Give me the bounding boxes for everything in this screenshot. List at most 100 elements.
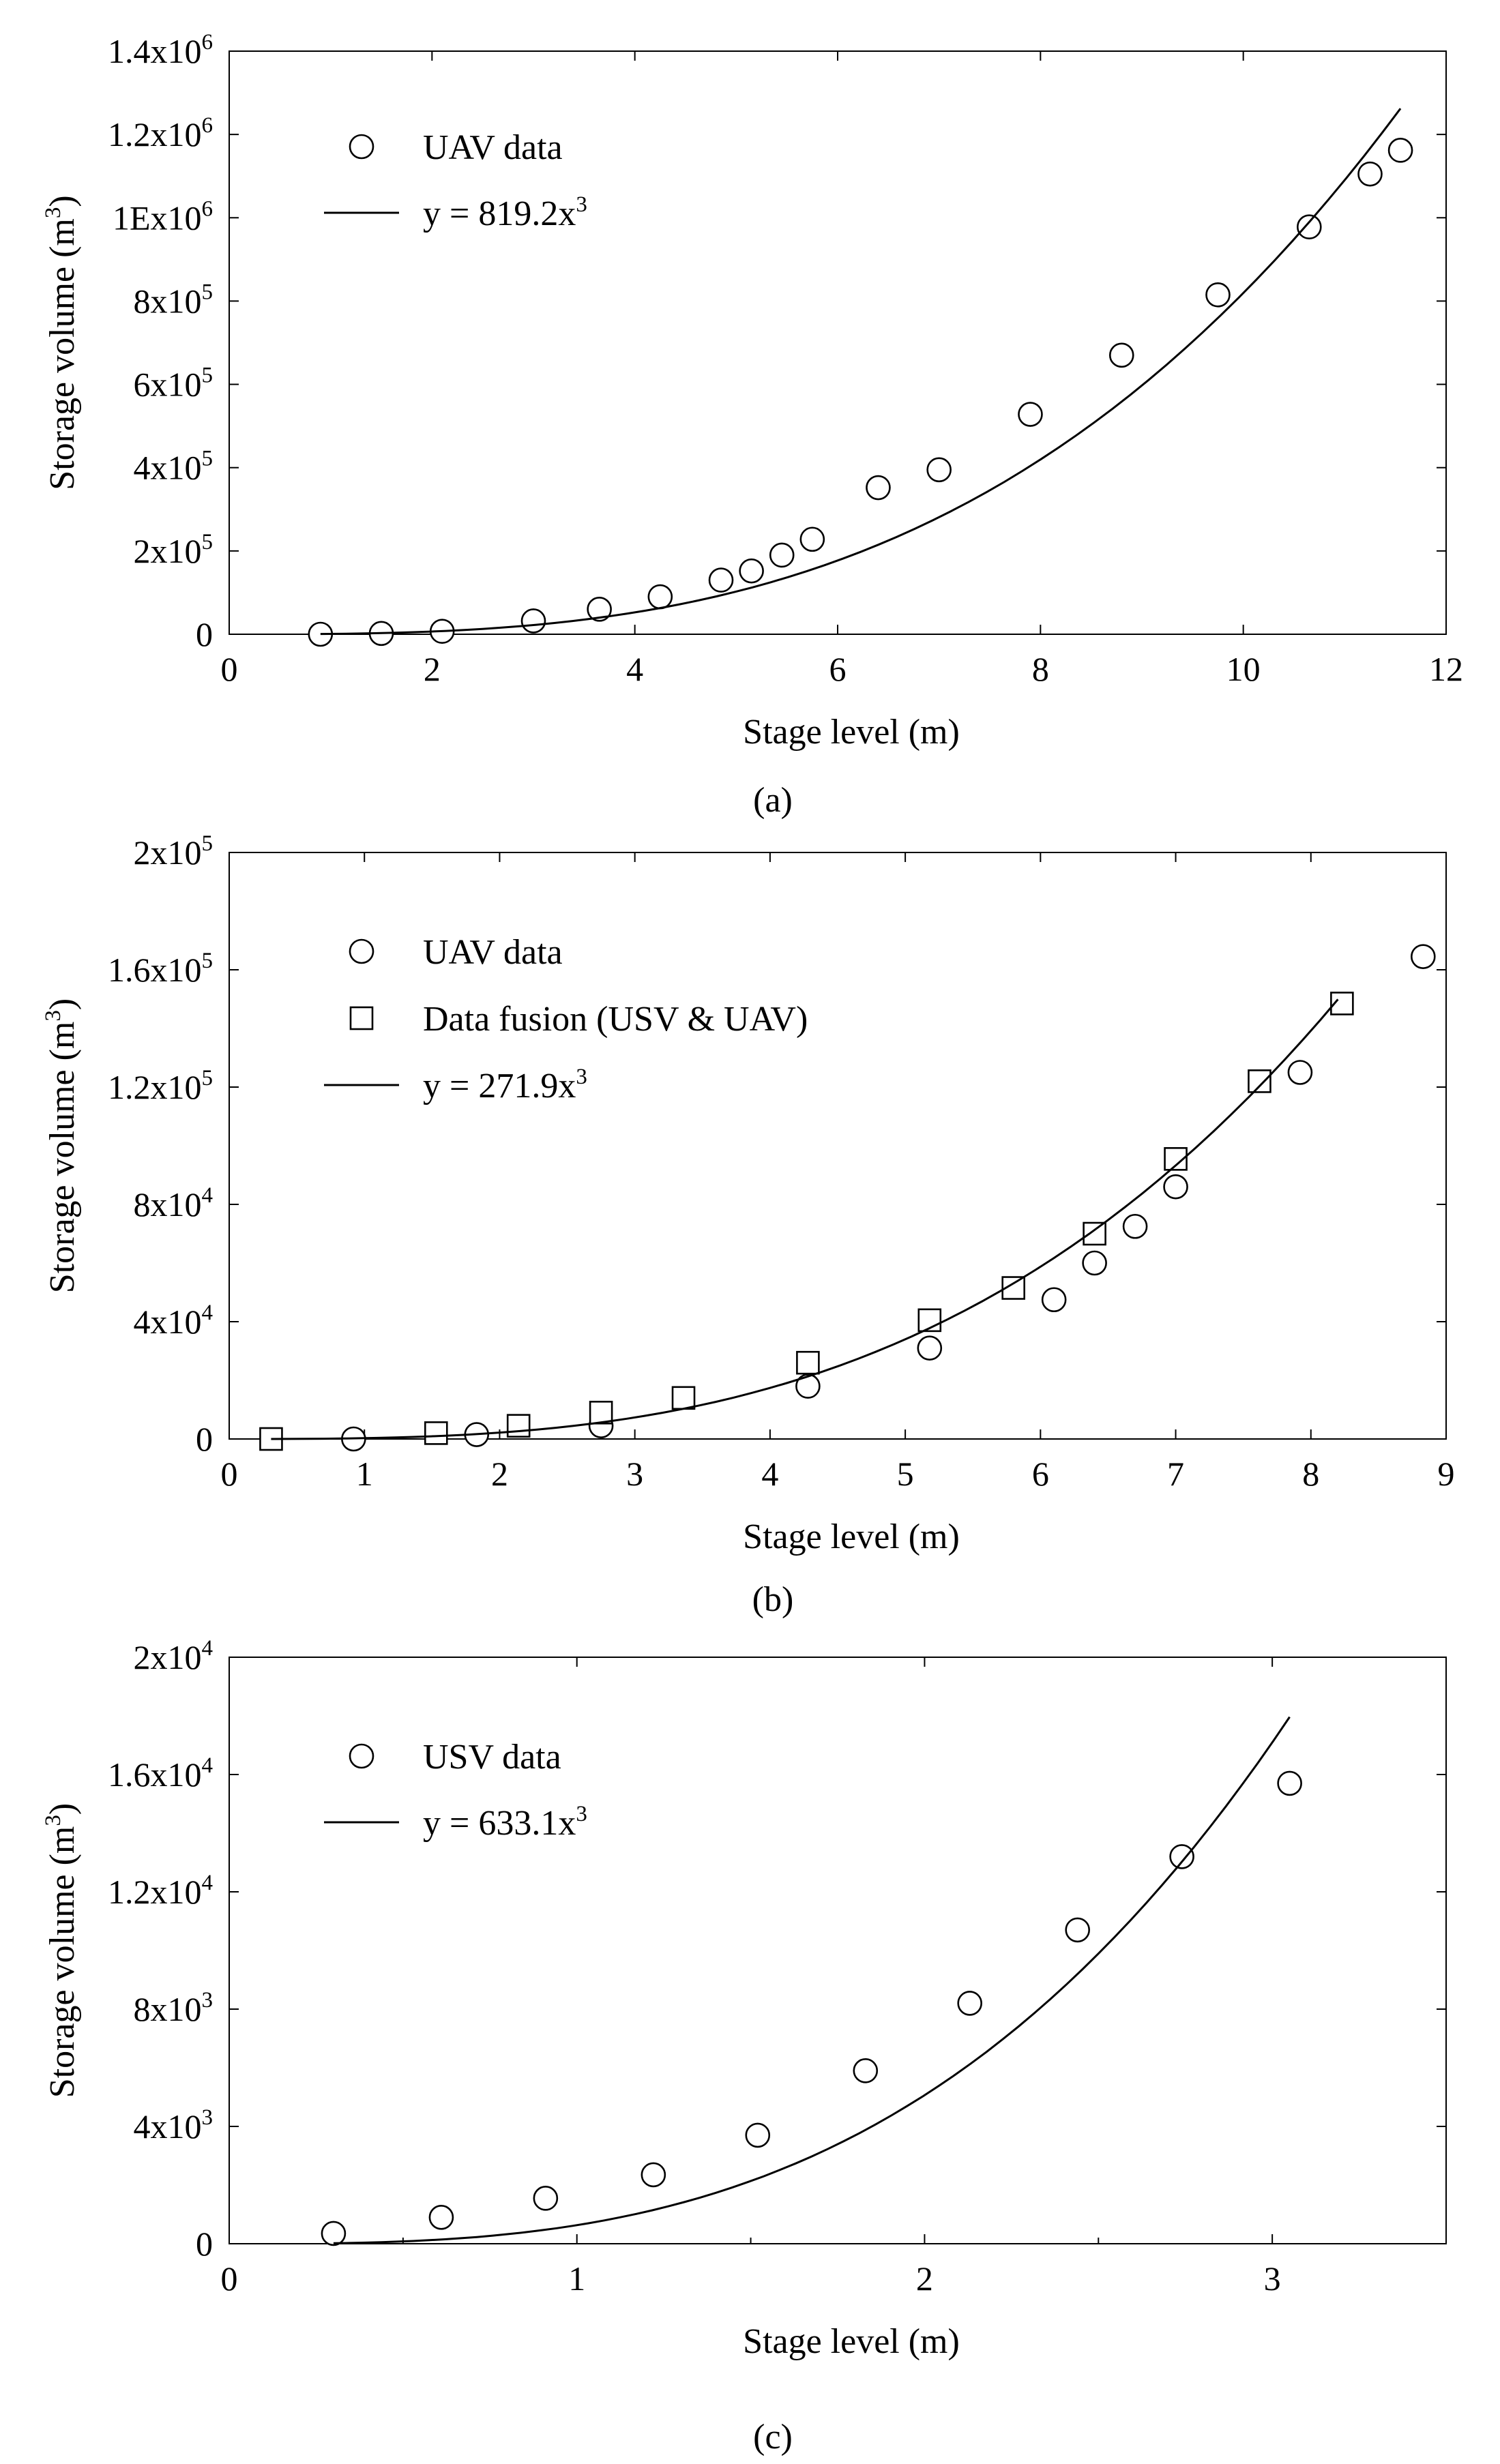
data-point-square — [796, 1350, 820, 1375]
legend-label-base: y = 633.1x — [423, 1804, 576, 1843]
data-point-circle — [428, 2205, 454, 2230]
y-axis-title-base: Storage volume (m — [43, 1826, 82, 2098]
x-axis-title: Stage level (m) — [743, 2322, 960, 2361]
x-tick-label: 0 — [221, 650, 238, 688]
y-tick-label: 4x103 — [134, 2105, 214, 2146]
y-tick-label: 4x105 — [134, 447, 214, 487]
y-tick-label: 4x104 — [134, 1301, 214, 1341]
x-tick-label: 9 — [1438, 1455, 1455, 1493]
data-point-square — [506, 1414, 531, 1438]
x-axis-title: Stage level (m) — [743, 713, 960, 752]
data-point-circle — [1108, 342, 1134, 368]
legend-label-base: y = 271.9x — [423, 1067, 576, 1105]
y-tick-label-base: 0 — [196, 615, 213, 653]
data-point-circle — [641, 2162, 666, 2188]
x-tick-label: 2 — [491, 1455, 508, 1493]
y-axis-title-sup: 3 — [41, 207, 65, 219]
data-point-circle — [769, 542, 795, 568]
legend-label: UAV data — [423, 128, 563, 167]
y-tick-label: 0 — [196, 2225, 213, 2263]
y-tick-label-base: 1.6x10 — [108, 1755, 202, 1794]
legend: USV data y = 633.1x3 — [324, 1738, 587, 1843]
data-point-circle — [1065, 1917, 1091, 1943]
legend-circle-symbol — [349, 134, 374, 160]
panel-caption: (a) — [753, 781, 793, 820]
y-tick-label-sup: 4 — [202, 1753, 214, 1778]
x-tick-label: 3 — [1264, 2259, 1281, 2298]
data-point-circle — [647, 584, 673, 610]
y-tick-label-base: 4x10 — [134, 449, 202, 487]
y-tick-label-base: 8x10 — [134, 1185, 202, 1223]
y-tick-label: 2x105 — [134, 530, 214, 570]
data-point-circle — [795, 1374, 821, 1399]
legend-label-sup: 3 — [576, 192, 587, 217]
y-tick-label: 8x104 — [134, 1183, 214, 1223]
legend-circle-symbol — [349, 938, 374, 964]
y-tick-label-base: 2x10 — [134, 532, 202, 570]
x-tick-label: 6 — [1032, 1455, 1049, 1493]
legend-label-sup: 3 — [576, 1065, 587, 1089]
y-tick-label-sup: 5 — [202, 447, 214, 471]
y-axis-title-sup: 3 — [41, 1010, 65, 1022]
y-axis-title: Storage volume (m3) — [41, 195, 82, 490]
data-point-circle — [321, 2221, 347, 2246]
y-tick-label-base: 8x10 — [134, 282, 202, 320]
data-point-circle — [708, 567, 734, 593]
x-tick-label: 8 — [1302, 1455, 1319, 1493]
data-point-circle — [1357, 161, 1383, 187]
data-point-circle — [587, 597, 612, 622]
y-axis-title-base: Storage volume (m — [43, 1022, 82, 1294]
x-tick-label: 1 — [356, 1455, 373, 1493]
data-point-square — [671, 1386, 696, 1410]
y-tick-label: 6x105 — [134, 363, 214, 404]
y-tick-label: 0 — [196, 1420, 213, 1458]
y-axis-title-tail: ) — [43, 195, 82, 207]
data-point-circle — [799, 526, 825, 552]
data-point-circle — [853, 2058, 879, 2083]
data-point-circle — [1297, 214, 1322, 240]
panel-caption: (c) — [753, 2418, 793, 2456]
y-tick-label-sup: 6 — [202, 196, 214, 221]
data-point-circle — [1163, 1174, 1188, 1200]
plot-frame — [229, 852, 1447, 1440]
plot-frame — [229, 1657, 1447, 2244]
y-tick-label-base: 0 — [196, 1420, 213, 1458]
x-tick-label: 5 — [897, 1455, 914, 1493]
y-axis-title-base: Storage volume (m — [43, 218, 82, 490]
plot-frame — [229, 50, 1447, 635]
data-point-circle — [1082, 1250, 1107, 1276]
fit-curve — [271, 998, 1339, 1440]
x-tick-label: 12 — [1429, 650, 1463, 688]
x-tick-label: 4 — [626, 650, 643, 688]
y-tick-label: 2x105 — [134, 831, 214, 872]
y-tick-label-sup: 4 — [202, 1183, 214, 1208]
y-tick-label-sup: 5 — [202, 363, 214, 388]
y-tick-label: 1.2x104 — [108, 1871, 213, 1911]
y-tick-label-base: 4x10 — [134, 1303, 202, 1341]
data-point-circle — [917, 1335, 943, 1361]
y-tick-label-sup: 4 — [202, 1636, 214, 1661]
x-tick-label: 1 — [568, 2259, 585, 2298]
x-axis-title: Stage level (m) — [743, 1517, 960, 1556]
fit-curve — [333, 1716, 1291, 2244]
y-tick-label-base: 8x10 — [134, 1990, 202, 2028]
y-axis-title: Storage volume (m3) — [41, 998, 82, 1293]
y-tick-label-base: 1.2x10 — [108, 1068, 202, 1106]
x-tick-label: 10 — [1226, 650, 1261, 688]
y-tick-label-sup: 3 — [202, 1988, 214, 2013]
legend-circle-symbol — [349, 1743, 374, 1769]
y-tick-label-base: 2x10 — [134, 833, 202, 872]
y-tick-label-base: 1.2x10 — [108, 1873, 202, 1911]
x-tick-label: 6 — [829, 650, 847, 688]
y-tick-label-base: 2x10 — [134, 1638, 202, 1676]
y-tick-label-base: 6x10 — [134, 366, 202, 404]
y-axis-title-group: Storage volume (m3) — [41, 998, 82, 1293]
y-tick-label-sup: 5 — [202, 949, 214, 973]
data-point-circle — [866, 475, 891, 501]
y-tick-label: 1Ex106 — [113, 196, 213, 237]
y-tick-label-sup: 4 — [202, 1301, 214, 1325]
legend-label: y = 271.9x3 — [423, 1065, 587, 1105]
y-tick-label-sup: 5 — [202, 831, 214, 856]
legend-label: USV data — [423, 1738, 561, 1777]
